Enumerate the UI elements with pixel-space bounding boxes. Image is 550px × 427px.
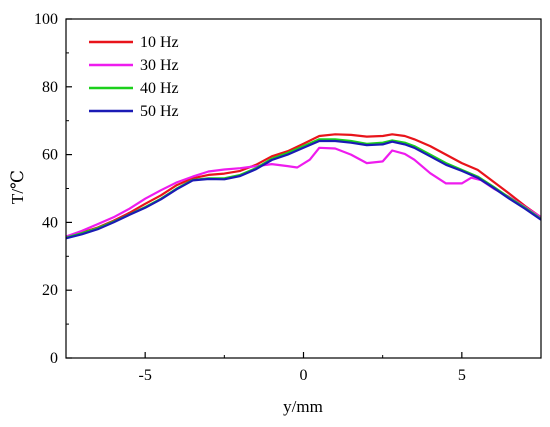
legend: 10 Hz 30 Hz 40 Hz 50 Hz bbox=[89, 34, 179, 120]
legend-label-30-hz: 30 Hz bbox=[140, 57, 179, 74]
x-tick-label: 0 bbox=[300, 367, 308, 384]
y-tick-label: 0 bbox=[50, 350, 58, 367]
y-tick-label: 40 bbox=[42, 214, 58, 231]
y-tick-label: 80 bbox=[42, 79, 58, 96]
legend-label-50-hz: 50 Hz bbox=[140, 103, 179, 120]
plot-area bbox=[66, 133, 541, 240]
y-tick-label: 60 bbox=[42, 147, 58, 164]
series-line-30-hz bbox=[66, 146, 541, 238]
y-tick-label: 20 bbox=[42, 282, 58, 299]
x-axis-title: y/mm bbox=[283, 397, 323, 416]
axes: 0 20 40 60 80 100 -5 0 5 bbox=[34, 11, 542, 384]
series-line-10-hz bbox=[66, 133, 541, 238]
legend-label-10-hz: 10 Hz bbox=[140, 34, 179, 51]
legend-label-40-hz: 40 Hz bbox=[140, 80, 179, 97]
series-line-50-hz bbox=[66, 139, 541, 240]
x-tick-label: 5 bbox=[458, 367, 466, 384]
y-tick-label: 100 bbox=[34, 11, 58, 28]
y-axis-title: T/℃ bbox=[8, 170, 27, 204]
x-tick-label: -5 bbox=[139, 367, 152, 384]
